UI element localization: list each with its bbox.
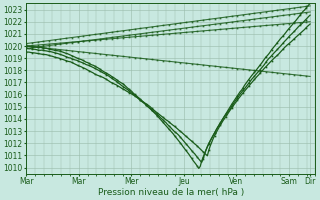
X-axis label: Pression niveau de la mer( hPa ): Pression niveau de la mer( hPa ) (98, 188, 244, 197)
